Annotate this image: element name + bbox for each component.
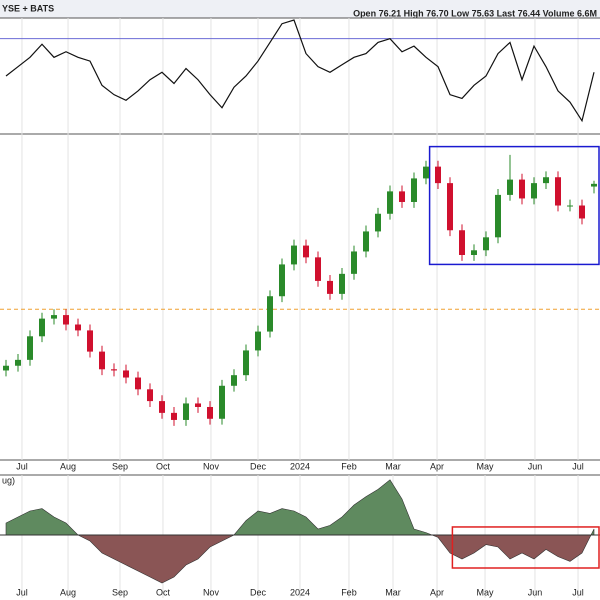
- x-tick-label: Jul: [572, 587, 584, 597]
- candle-body: [231, 375, 237, 386]
- candle-body: [531, 183, 537, 199]
- candle-body: [159, 401, 165, 413]
- candle-body: [423, 166, 429, 179]
- candle-body: [99, 351, 105, 370]
- x-tick-label: Sep: [112, 461, 128, 471]
- candle-body: [195, 403, 201, 407]
- header-bar: [0, 0, 600, 18]
- x-tick-label: Oct: [156, 461, 171, 471]
- x-tick-label: Jun: [528, 587, 543, 597]
- candle-body: [519, 179, 525, 199]
- x-tick-label: Oct: [156, 587, 171, 597]
- highlight-box: [428, 145, 600, 266]
- candle-body: [75, 324, 81, 331]
- oscillator-area: [5, 479, 595, 584]
- candle-body: [447, 183, 453, 231]
- candle-body: [387, 191, 393, 214]
- candle-body: [39, 318, 45, 337]
- x-tick-label: Mar: [385, 461, 401, 471]
- candle-body: [87, 330, 93, 352]
- x-tick-label: Nov: [203, 461, 220, 471]
- indicator-line: [5, 19, 595, 123]
- candle-body: [471, 250, 477, 255]
- highlight-box: [451, 526, 600, 569]
- x-tick-label: Mar: [385, 587, 401, 597]
- x-tick-label: May: [477, 461, 495, 471]
- candle-body: [315, 257, 321, 281]
- candle-body: [483, 237, 489, 251]
- candle-body: [279, 264, 285, 297]
- candle-body: [3, 365, 9, 371]
- candle-body: [291, 245, 297, 265]
- x-tick-label: Feb: [341, 461, 357, 471]
- candle-body: [243, 350, 249, 376]
- candle-body: [507, 179, 513, 195]
- candle-body: [255, 331, 261, 351]
- x-tick-label: Sep: [112, 587, 128, 597]
- candle-body: [207, 406, 213, 419]
- x-tick-label: 2024: [290, 587, 310, 597]
- candle-body: [147, 389, 153, 402]
- candle-body: [219, 385, 225, 419]
- candle-body: [339, 273, 345, 294]
- candle-body: [27, 336, 33, 360]
- x-tick-label: Jun: [528, 461, 543, 471]
- candle-body: [123, 370, 129, 378]
- candle-body: [375, 213, 381, 232]
- candle-body: [63, 315, 69, 325]
- candle-body: [51, 315, 57, 319]
- candle-body: [111, 369, 117, 371]
- candle-body: [567, 205, 573, 207]
- candle-body: [399, 191, 405, 202]
- quote: Open 76.21 High 76.70 Low 75.63 Last 76.…: [353, 8, 597, 18]
- candle-body: [171, 412, 177, 420]
- candle-body: [363, 231, 369, 252]
- candle-body: [15, 359, 21, 366]
- x-tick-label: Apr: [430, 587, 444, 597]
- x-tick-label: Jul: [572, 461, 584, 471]
- x-tick-label: Feb: [341, 587, 357, 597]
- candle-body: [459, 230, 465, 255]
- candle-body: [411, 178, 417, 202]
- exchange: YSE + BATS: [2, 3, 54, 13]
- candle-body: [135, 377, 141, 390]
- candle-body: [183, 403, 189, 420]
- candle-body: [267, 296, 273, 332]
- candle-body: [591, 183, 597, 187]
- candle-body: [327, 280, 333, 294]
- x-tick-label: Jul: [16, 587, 28, 597]
- lower-label: ug): [2, 475, 15, 485]
- x-tick-label: Jul: [16, 461, 28, 471]
- x-tick-label: May: [477, 587, 495, 597]
- candle-body: [555, 177, 561, 206]
- x-tick-label: Aug: [60, 587, 76, 597]
- x-tick-label: Dec: [250, 587, 267, 597]
- x-tick-label: Dec: [250, 461, 267, 471]
- candle-body: [351, 251, 357, 274]
- x-tick-label: Aug: [60, 461, 76, 471]
- x-tick-label: Apr: [430, 461, 444, 471]
- candle-body: [495, 194, 501, 238]
- candle-body: [435, 166, 441, 184]
- candle-body: [543, 177, 549, 184]
- candle-body: [303, 245, 309, 258]
- x-tick-label: Nov: [203, 587, 220, 597]
- x-tick-label: 2024: [290, 461, 310, 471]
- candle-body: [579, 205, 585, 219]
